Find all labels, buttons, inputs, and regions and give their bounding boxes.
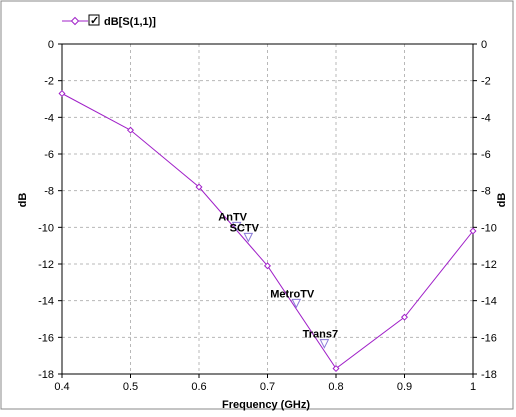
tick-labels: 0.4 0.5 0.6 0.7 0.8 0.9 1 0 0 -2 -2 -4 -4 -6 -6 -8 -8 -10… <box>38 39 497 393</box>
marker-triangle <box>319 339 330 349</box>
x-axis-label: Frequency (GHz) <box>222 399 310 411</box>
x-tick-label: 1 <box>470 381 476 393</box>
y-tick-label-right: -4 <box>481 112 491 124</box>
series-point <box>58 89 66 98</box>
marker-label: AnTV <box>218 211 247 223</box>
series-point <box>126 126 135 134</box>
y-axis-label-right: dB <box>496 193 508 208</box>
y-tick-label-right: -2 <box>481 76 491 88</box>
y-tick-label-right: -12 <box>481 259 497 271</box>
marker-label: SCTV <box>230 222 260 234</box>
y-axis-label-left: dB <box>17 193 29 208</box>
x-tick-label: 0.7 <box>260 381 275 393</box>
y-tick-label-left: -10 <box>38 222 54 234</box>
y-tick-label-right: -6 <box>481 149 491 161</box>
x-tick-label: 0.8 <box>328 381 343 393</box>
x-tick-label: 0.5 <box>123 381 138 393</box>
x-tick-label: 0.4 <box>54 381 69 393</box>
series-layer <box>58 89 477 373</box>
series-point <box>400 313 409 321</box>
outer-frame <box>0 0 514 410</box>
series-point <box>263 262 272 270</box>
series-point <box>195 183 203 191</box>
marker-triangle <box>243 232 254 243</box>
y-tick-label-right: 0 <box>481 39 487 51</box>
grid-lines <box>62 44 473 374</box>
legend-checkbox-checkmark-icon: ✓ <box>90 15 99 27</box>
y-tick-label-left: -18 <box>38 369 54 381</box>
y-tick-label-right: -10 <box>481 222 497 234</box>
y-tick-label-right: -16 <box>481 332 497 344</box>
y-tick-label-left: -16 <box>38 332 54 344</box>
legend-checkbox[interactable] <box>88 14 100 26</box>
x-tick-label: 0.9 <box>397 381 412 393</box>
marker-triangle <box>291 298 302 309</box>
legend: ✓ dB[S(1,1)] <box>62 14 156 28</box>
series-point <box>332 364 340 373</box>
y-tick-label-left: -4 <box>44 112 54 124</box>
series-point <box>469 227 477 235</box>
y-tick-label-right: -8 <box>481 186 491 198</box>
marker-triangle <box>231 221 242 232</box>
marker-label: Trans7 <box>303 329 338 341</box>
legend-series-label: dB[S(1,1)] <box>104 16 156 28</box>
y-tick-label-left: 0 <box>48 39 54 51</box>
y-tick-label-right: -18 <box>481 369 497 381</box>
y-tick-label-left: -14 <box>38 296 54 308</box>
y-tick-label-right: -14 <box>481 296 497 308</box>
marker-label: MetroTV <box>270 288 315 300</box>
x-tick-label: 0.6 <box>191 381 206 393</box>
legend-marker-diamond <box>70 16 80 26</box>
y-tick-label-left: -12 <box>38 259 54 271</box>
y-tick-label-left: -8 <box>44 186 54 198</box>
y-tick-label-left: -6 <box>44 149 54 161</box>
y-tick-label-left: -2 <box>44 76 54 88</box>
